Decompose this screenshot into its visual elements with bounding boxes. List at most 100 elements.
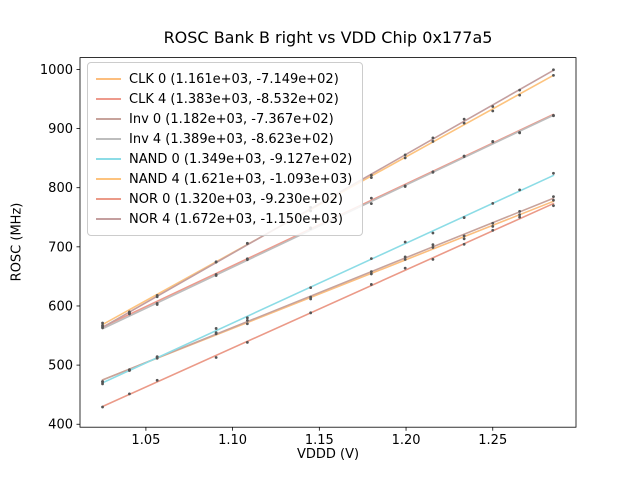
legend-item: CLK 0 (1.161e+03, -7.149e+02)	[96, 69, 352, 89]
x-axis-label: VDDD (V)	[296, 447, 360, 462]
data-point	[518, 215, 522, 219]
data-point	[462, 117, 466, 121]
data-point	[309, 311, 313, 315]
y-axis-label: ROSC (MHz)	[9, 202, 25, 282]
legend-line-sample	[96, 78, 121, 80]
data-point	[491, 228, 495, 232]
legend-label: NAND 4 (1.621e+03, -1.093e+03)	[129, 171, 353, 187]
data-point	[462, 234, 466, 238]
data-point	[214, 327, 218, 330]
x-tick-label: 1.25	[478, 433, 507, 448]
data-point	[403, 266, 407, 270]
data-point	[128, 369, 131, 372]
legend-label: CLK 4 (1.383e+03, -8.532e+02)	[129, 91, 339, 107]
data-point	[245, 318, 249, 322]
data-point	[431, 243, 435, 247]
data-point	[214, 356, 218, 359]
data-point	[101, 405, 104, 409]
data-point	[403, 185, 407, 188]
data-point	[101, 326, 104, 330]
legend-line-sample	[96, 118, 121, 120]
data-point	[369, 272, 373, 276]
y-tick-label: 400	[48, 418, 73, 433]
data-point	[518, 188, 522, 192]
legend-item: Inv 4 (1.389e+03, -8.623e+02)	[96, 129, 352, 149]
data-point	[403, 240, 407, 244]
data-point	[155, 303, 159, 306]
data-point	[552, 73, 555, 77]
legend-line-sample	[96, 138, 121, 140]
data-point	[431, 246, 435, 249]
y-tick-label: 500	[48, 359, 73, 374]
y-tick-label: 800	[48, 181, 73, 196]
data-point	[309, 286, 313, 290]
legend-line-sample	[96, 158, 121, 160]
data-point	[462, 121, 466, 125]
data-point	[431, 231, 435, 235]
y-tick-label: 700	[48, 240, 73, 255]
data-point	[518, 213, 522, 217]
data-point	[245, 340, 249, 344]
data-point	[518, 88, 522, 92]
data-point	[552, 198, 555, 202]
legend-item: CLK 4 (1.383e+03, -8.532e+02)	[96, 89, 352, 109]
data-point	[462, 216, 466, 219]
data-point	[491, 201, 495, 205]
data-point	[101, 323, 104, 327]
data-point	[369, 257, 373, 261]
series-line	[101, 197, 555, 381]
plot-frame	[79, 57, 577, 428]
data-point	[155, 295, 159, 299]
data-point	[552, 171, 555, 175]
x-tick-label: 1.10	[218, 433, 247, 448]
data-point	[403, 156, 407, 160]
legend-line-sample	[96, 198, 121, 200]
data-point	[431, 257, 435, 261]
data-point	[128, 392, 131, 396]
legend-item: NOR 0 (1.320e+03, -9.230e+02)	[96, 189, 352, 209]
data-point	[518, 131, 522, 135]
data-point	[214, 331, 218, 334]
data-point	[369, 283, 373, 286]
data-point	[491, 105, 495, 108]
data-point	[403, 258, 407, 261]
legend: CLK 0 (1.161e+03, -7.149e+02) CLK 4 (1.38…	[87, 62, 364, 236]
data-point	[518, 93, 522, 97]
legend-label: CLK 0 (1.161e+03, -7.149e+02)	[129, 71, 339, 87]
data-point	[128, 312, 131, 316]
legend-item: NAND 0 (1.349e+03, -9.127e+02)	[96, 149, 352, 169]
data-point	[245, 316, 249, 320]
data-point	[214, 274, 218, 277]
data-point	[101, 380, 104, 383]
data-point	[369, 196, 373, 200]
data-point	[462, 242, 466, 246]
data-point	[245, 322, 249, 326]
legend-label: NOR 4 (1.672e+03, -1.150e+03)	[129, 211, 343, 227]
series-line	[101, 174, 555, 384]
data-point	[101, 382, 104, 386]
data-point	[369, 270, 373, 274]
data-point	[403, 255, 407, 259]
data-point	[431, 136, 435, 140]
data-point	[369, 176, 373, 179]
data-point	[491, 221, 495, 225]
legend-label: Inv 0 (1.182e+03, -7.367e+02)	[129, 111, 334, 127]
x-tick-label: 1.15	[305, 433, 334, 448]
data-point	[403, 153, 407, 157]
data-point	[369, 202, 373, 205]
data-point	[552, 195, 555, 199]
legend-label: Inv 4 (1.389e+03, -8.623e+02)	[129, 131, 334, 147]
legend-item: Inv 0 (1.182e+03, -7.367e+02)	[96, 109, 352, 129]
legend-line-sample	[96, 178, 121, 180]
data-point	[214, 260, 218, 264]
data-point	[491, 109, 495, 113]
data-point	[552, 68, 555, 72]
data-point	[369, 173, 373, 177]
data-point	[518, 209, 522, 213]
data-point	[552, 204, 555, 208]
data-point	[552, 114, 555, 118]
legend-label: NAND 0 (1.349e+03, -9.127e+02)	[129, 151, 353, 167]
data-point	[309, 295, 313, 299]
y-tick-label: 600	[48, 299, 73, 314]
